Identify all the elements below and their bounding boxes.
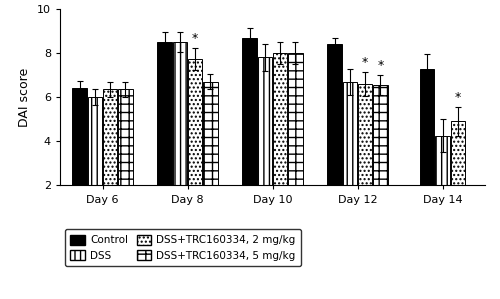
Bar	[88, 97, 102, 185]
Bar	[158, 42, 172, 185]
Bar	[118, 89, 132, 185]
Bar	[172, 42, 187, 185]
Bar	[72, 89, 87, 185]
Text: *: *	[192, 32, 198, 45]
Y-axis label: DAI score: DAI score	[18, 68, 32, 127]
Bar	[436, 136, 450, 185]
Text: *: *	[362, 56, 368, 69]
Bar	[258, 57, 272, 185]
Bar	[273, 53, 287, 185]
Bar	[203, 82, 218, 185]
Bar	[103, 89, 118, 185]
Text: *: *	[454, 91, 461, 104]
Bar	[328, 44, 342, 185]
Bar	[342, 82, 357, 185]
Bar	[373, 85, 388, 185]
Bar	[188, 59, 202, 185]
Text: *: *	[378, 60, 384, 72]
Bar	[288, 53, 302, 185]
Bar	[420, 68, 434, 185]
Bar	[450, 121, 465, 185]
Legend: Control, DSS, DSS+TRC160334, 2 mg/kg, DSS+TRC160334, 5 mg/kg: Control, DSS, DSS+TRC160334, 2 mg/kg, DS…	[65, 229, 301, 266]
Bar	[358, 84, 372, 185]
Bar	[242, 38, 257, 185]
